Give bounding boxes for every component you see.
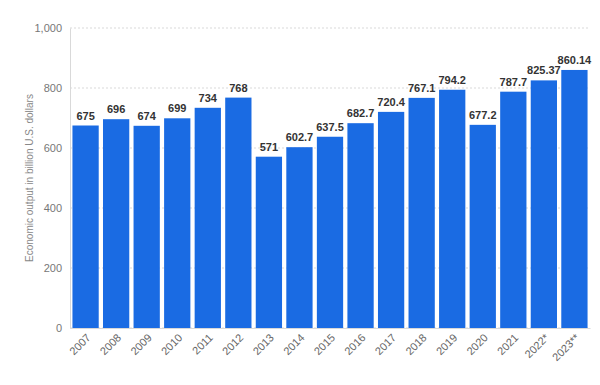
- x-tick: 2022*: [522, 328, 551, 360]
- y-tick: 600: [44, 142, 70, 154]
- data-label: 720.4: [377, 96, 405, 108]
- x-tick: 2023**: [550, 328, 582, 363]
- y-tick-label: 600: [44, 142, 62, 154]
- bar: [561, 70, 587, 328]
- x-tick: 2009: [128, 328, 154, 357]
- y-tick-label: 1,000: [34, 22, 62, 34]
- x-tick-label: 2013: [250, 331, 276, 357]
- x-tick: 2011: [190, 328, 215, 357]
- data-label: 860.14: [558, 54, 593, 66]
- grid-line: [70, 28, 590, 29]
- data-label: 674: [138, 110, 157, 122]
- bar: [409, 98, 435, 328]
- x-tick-label: 2017: [373, 331, 399, 357]
- y-tick-label: 800: [44, 82, 62, 94]
- y-axis: 0 200 400 600 800 1,000: [34, 22, 70, 334]
- x-tick-label: 2020: [464, 331, 490, 357]
- plot: 02004006008001,0002007200820092010201120…: [34, 22, 592, 363]
- data-label: 825.37: [527, 64, 561, 76]
- chart: 02004006008001,0002007200820092010201120…: [0, 0, 600, 385]
- bar: [225, 98, 251, 328]
- bar: [347, 123, 373, 328]
- bar: [317, 137, 343, 328]
- y-tick: 400: [44, 202, 70, 214]
- x-tick: 2015: [311, 328, 337, 357]
- data-labels: 675 696 674 699 734 768 571 602.7637.5682.7720.…: [76, 54, 592, 153]
- grid: [70, 28, 590, 328]
- x-tick-label: 2009: [128, 331, 154, 357]
- x-tick-label: 2010: [159, 331, 185, 357]
- x-tick-label: 2015: [311, 331, 337, 357]
- bar: [164, 118, 190, 328]
- bar: [500, 92, 526, 328]
- x-tick-label: 2016: [342, 331, 368, 357]
- data-label: 699: [168, 102, 186, 114]
- bar: [439, 90, 465, 328]
- x-tick-label: 2021: [495, 331, 521, 357]
- x-tick-label: 2008: [98, 331, 124, 357]
- data-label: 696: [107, 103, 125, 115]
- x-tick: 2014: [281, 328, 307, 357]
- x-tick: 2007: [67, 328, 93, 357]
- bar: [72, 126, 98, 329]
- y-tick-label: 200: [44, 262, 62, 274]
- bar: [103, 119, 129, 328]
- x-tick-label: 2011: [190, 331, 215, 356]
- y-axis-line: [70, 29, 71, 329]
- data-label: 794.2: [438, 74, 466, 86]
- x-axis-line: [71, 328, 591, 329]
- x-tick: 2012: [220, 328, 246, 357]
- y-axis-title: Economic output in billion U.S. dollars: [24, 94, 35, 262]
- x-tick: 2017: [373, 328, 399, 357]
- bar: [195, 108, 221, 328]
- bar: [470, 125, 496, 328]
- x-tick-label: 2022*: [522, 331, 551, 360]
- x-tick: 2016: [342, 328, 368, 357]
- bar: [256, 157, 282, 328]
- x-tick: 2019: [434, 328, 460, 357]
- y-tick: 1,000: [34, 22, 70, 34]
- bar: [378, 112, 404, 328]
- x-tick: 2013: [250, 328, 276, 357]
- data-label: 734: [199, 92, 218, 104]
- data-label: 602.7: [286, 131, 314, 143]
- y-tick: 800: [44, 82, 70, 94]
- data-label: 675: [76, 110, 94, 122]
- x-tick-label: 2023**: [550, 331, 582, 363]
- x-axis: 2007200820092010201120122013201420152016…: [67, 328, 591, 363]
- y-tick-label: 400: [44, 202, 62, 214]
- bars: [72, 70, 587, 328]
- x-tick-label: 2012: [220, 331, 246, 357]
- data-label: 768: [229, 82, 247, 94]
- data-label: 637.5: [316, 121, 344, 133]
- bar: [134, 126, 160, 328]
- y-tick-label: 0: [56, 322, 62, 334]
- x-tick: 2020: [464, 328, 490, 357]
- y-tick: 200: [44, 262, 70, 274]
- x-tick: 2010: [159, 328, 185, 357]
- y-tick: 0: [56, 322, 70, 334]
- x-tick: 2008: [98, 328, 124, 357]
- data-label: 571: [260, 141, 278, 153]
- data-label: 767.1: [408, 82, 436, 94]
- x-tick-label: 2018: [403, 331, 429, 357]
- bar: [286, 147, 312, 328]
- bar: [531, 80, 557, 328]
- data-label: 677.2: [469, 109, 497, 121]
- x-tick-label: 2007: [67, 331, 93, 357]
- x-tick: 2021: [495, 328, 521, 357]
- x-tick: 2018: [403, 328, 429, 357]
- data-label: 682.7: [347, 107, 375, 119]
- x-tick-label: 2019: [434, 331, 460, 357]
- x-tick-label: 2014: [281, 331, 307, 357]
- data-label: 787.7: [500, 76, 528, 88]
